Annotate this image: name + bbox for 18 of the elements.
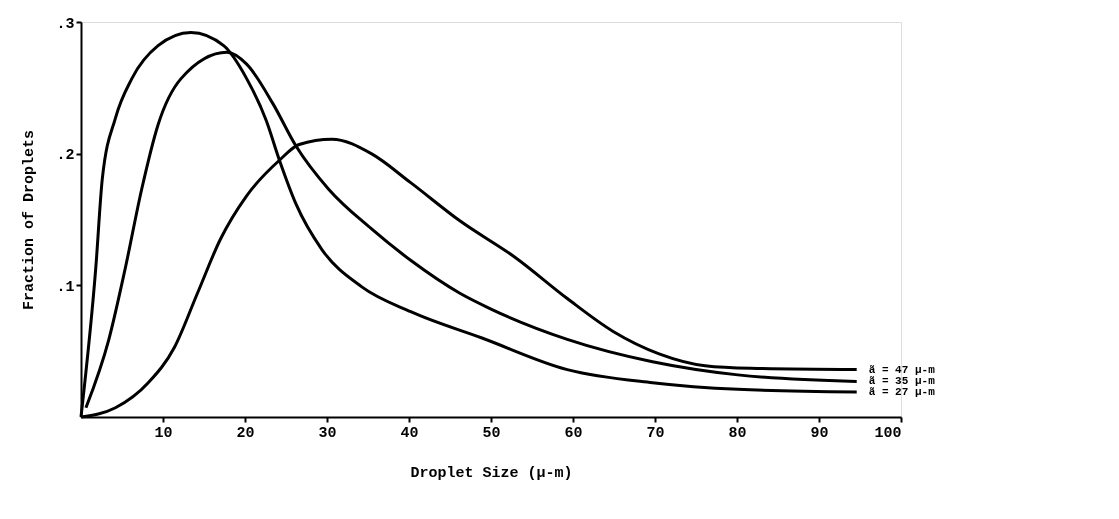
series-label: ã = 47 μ-m	[868, 363, 936, 376]
x-tick-label: 60	[564, 424, 583, 442]
series-label: ã = 35 μ-m	[868, 375, 936, 388]
x-tick-label: 20	[236, 424, 255, 442]
series-label: ã = 27 μ-m	[868, 385, 936, 398]
y-tick-label: .3	[56, 15, 75, 33]
y-tick-label: .2	[56, 147, 75, 165]
x-tick-label: 40	[400, 424, 419, 442]
x-tick-label: 80	[728, 424, 747, 442]
y-axis-title: Fraction of Droplets	[21, 129, 39, 311]
x-tick-label: 90	[810, 424, 829, 442]
x-tick-label: 10	[154, 424, 173, 442]
x-tick-label: 100	[874, 424, 902, 442]
y-tick-label: .1	[56, 278, 75, 296]
x-tick-label: 50	[482, 424, 501, 442]
x-tick-label: 30	[318, 424, 337, 442]
x-tick-label: 70	[646, 424, 665, 442]
x-axis-title: Droplet Size (μ-m)	[410, 464, 573, 482]
